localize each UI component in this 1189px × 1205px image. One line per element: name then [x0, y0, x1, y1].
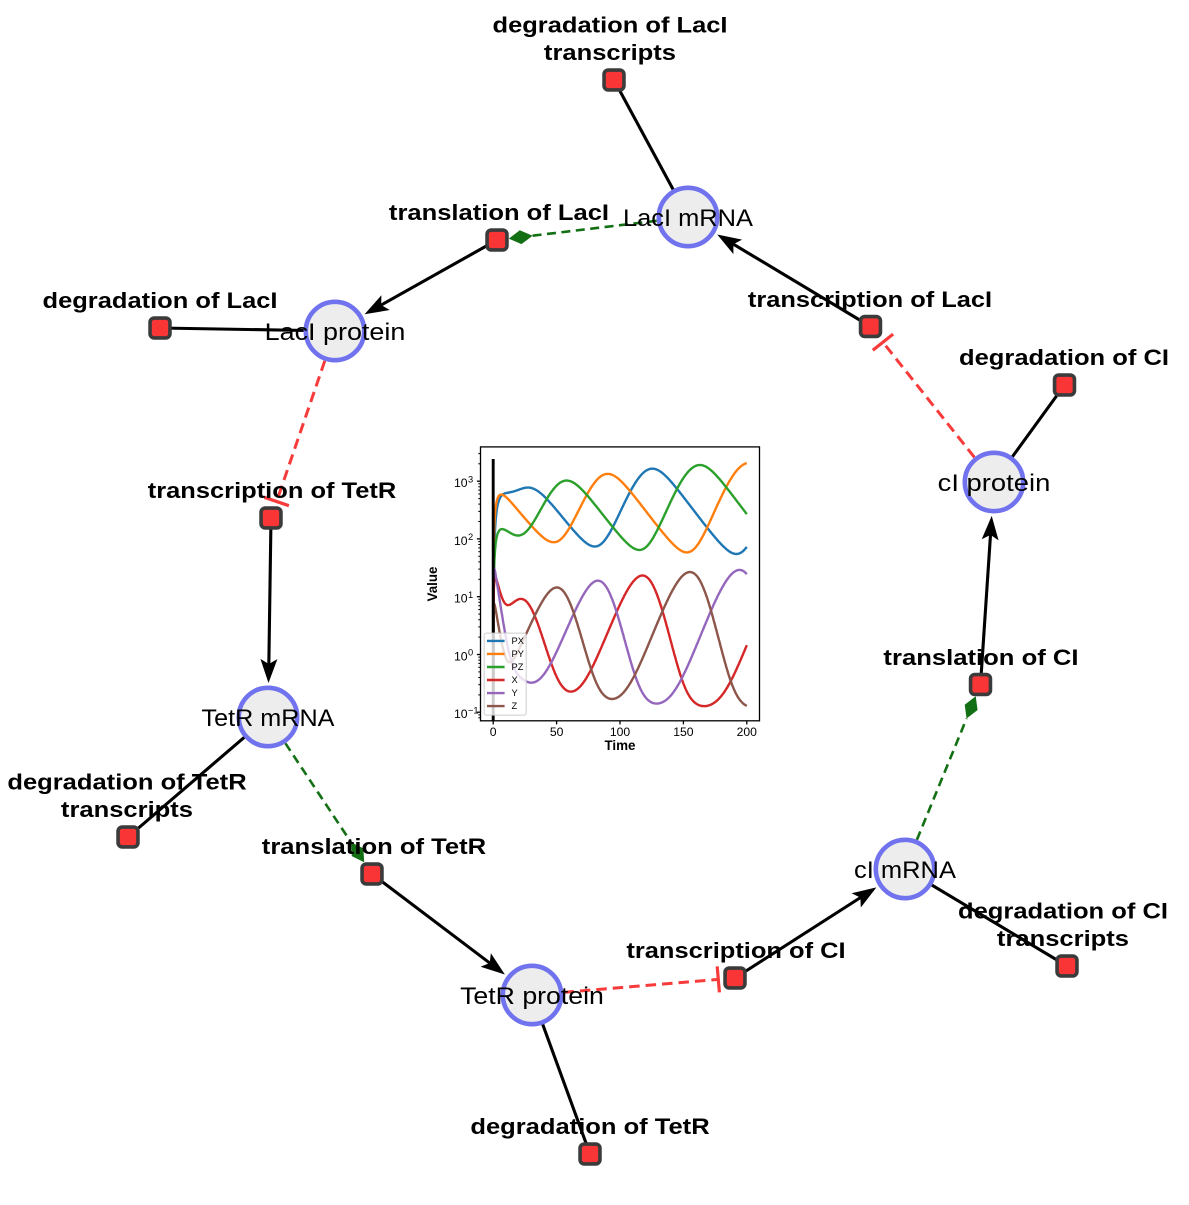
svg-text:transcripts: transcripts: [544, 40, 676, 65]
svg-text:50: 50: [550, 725, 564, 739]
svg-text:cI mRNA: cI mRNA: [854, 857, 957, 884]
svg-text:X: X: [512, 675, 518, 685]
svg-text:transcription of CI: transcription of CI: [626, 938, 845, 963]
svg-text:degradation of CI: degradation of CI: [958, 899, 1168, 924]
svg-text:transcripts: transcripts: [997, 926, 1129, 951]
svg-text:Value: Value: [425, 567, 440, 602]
svg-text:transcription of TetR: transcription of TetR: [148, 478, 397, 503]
svg-text:0: 0: [468, 648, 473, 658]
svg-text:2: 2: [468, 532, 473, 542]
svg-text:translation of LacI: translation of LacI: [389, 200, 609, 225]
svg-text:degradation of LacI: degradation of LacI: [493, 13, 728, 38]
svg-text:0: 0: [490, 725, 497, 739]
svg-text:PY: PY: [512, 649, 524, 659]
svg-text:PX: PX: [512, 636, 524, 646]
svg-text:Time: Time: [604, 738, 635, 753]
svg-text:1: 1: [468, 590, 473, 600]
svg-text:10: 10: [454, 592, 468, 606]
svg-text:cI protein: cI protein: [938, 470, 1051, 497]
svg-text:PZ: PZ: [512, 662, 524, 672]
svg-text:LacI protein: LacI protein: [265, 319, 406, 346]
svg-text:translation of TetR: translation of TetR: [262, 834, 487, 859]
svg-text:transcripts: transcripts: [61, 797, 193, 822]
svg-text:3: 3: [468, 474, 473, 484]
svg-text:150: 150: [673, 725, 694, 739]
svg-text:10: 10: [454, 649, 468, 663]
svg-text:100: 100: [610, 725, 631, 739]
svg-text:TetR mRNA: TetR mRNA: [202, 705, 336, 732]
svg-text:TetR protein: TetR protein: [460, 983, 604, 1010]
svg-text:degradation of CI: degradation of CI: [959, 345, 1169, 370]
svg-text:translation of CI: translation of CI: [883, 645, 1078, 670]
svg-text:10: 10: [454, 476, 468, 490]
svg-text:200: 200: [737, 725, 758, 739]
svg-text:10: 10: [454, 534, 468, 548]
svg-text:10: 10: [454, 707, 468, 721]
svg-text:LacI mRNA: LacI mRNA: [623, 205, 754, 232]
svg-text:transcription of LacI: transcription of LacI: [748, 287, 992, 312]
svg-text:Z: Z: [512, 701, 518, 711]
svg-text:degradation of TetR: degradation of TetR: [470, 1114, 710, 1139]
svg-text:−1: −1: [468, 705, 479, 715]
svg-text:Y: Y: [512, 688, 518, 698]
svg-text:degradation of TetR: degradation of TetR: [7, 770, 247, 795]
svg-text:degradation of LacI: degradation of LacI: [43, 288, 278, 313]
